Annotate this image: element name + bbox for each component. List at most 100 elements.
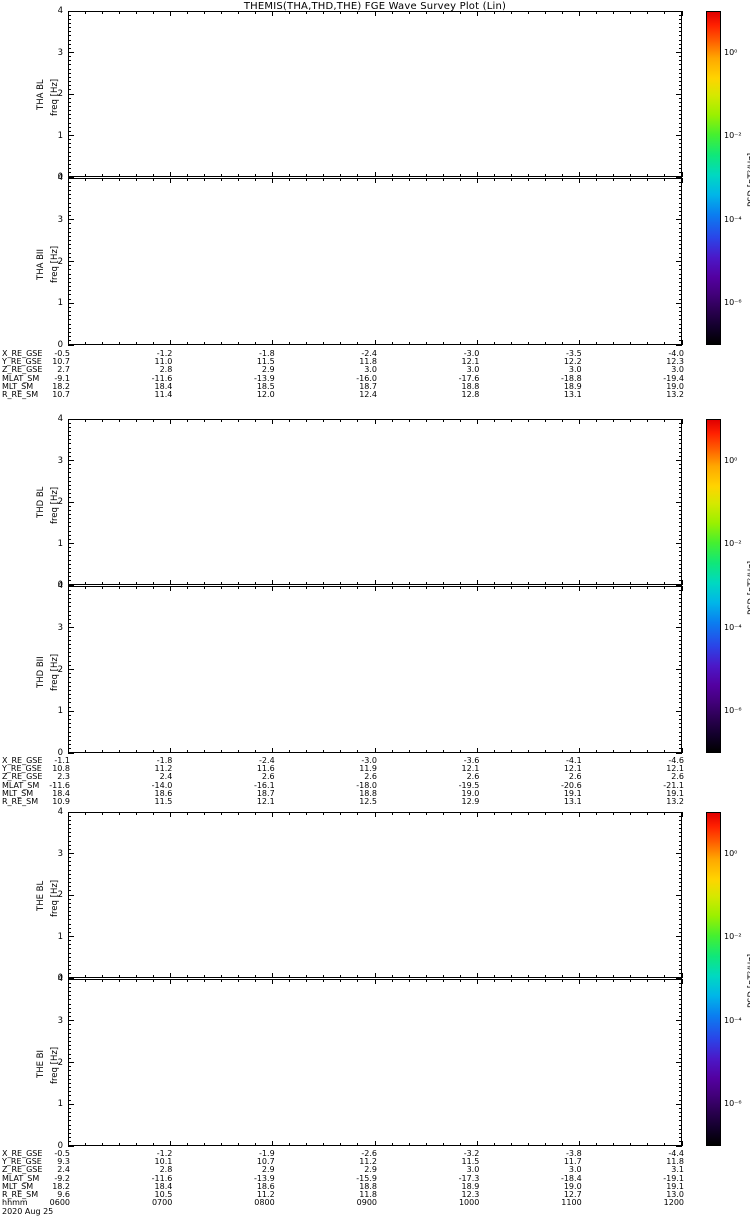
y-minor-tick <box>679 602 682 604</box>
x-minor-tick <box>408 419 410 422</box>
y-major-tick <box>68 176 74 178</box>
x-minor-tick <box>562 1143 564 1146</box>
y-minor-tick <box>68 906 71 908</box>
x-minor-tick <box>647 582 649 585</box>
annotation-value: -11.6 <box>151 1173 173 1183</box>
y-minor-tick <box>68 960 71 962</box>
x-minor-tick <box>510 750 512 753</box>
annotation-value: -17.6 <box>458 373 480 383</box>
y-tick-label: 4 <box>57 807 63 817</box>
annotation-value: 18.4 <box>154 381 173 391</box>
y-minor-tick <box>679 857 682 859</box>
x-minor-tick <box>630 812 632 815</box>
y-minor-tick <box>679 956 682 958</box>
spectrogram-panel-the-bl[interactable] <box>68 812 682 978</box>
x-minor-tick <box>84 178 86 181</box>
annotation-value: 11.5 <box>154 797 173 806</box>
x-minor-tick <box>459 812 461 815</box>
x-minor-tick <box>545 1143 547 1146</box>
y-minor-tick <box>679 172 682 174</box>
x-minor-tick <box>255 979 257 982</box>
y-minor-tick <box>679 151 682 153</box>
annotation-value: -1.2 <box>156 1149 173 1158</box>
y-minor-tick <box>68 269 71 271</box>
y-major-tick <box>68 710 74 712</box>
y-minor-tick <box>68 323 71 325</box>
y-minor-tick <box>679 227 682 229</box>
x-major-tick <box>374 340 376 345</box>
x-minor-tick <box>357 1143 359 1146</box>
annotation-value: 10.7 <box>52 390 70 399</box>
x-minor-tick <box>203 750 205 753</box>
y-minor-tick <box>679 244 682 246</box>
x-minor-tick <box>203 586 205 589</box>
y-minor-tick <box>679 1003 682 1005</box>
y-minor-tick <box>68 991 71 993</box>
y-major-tick <box>676 1145 682 1147</box>
x-minor-tick <box>391 979 393 982</box>
x-minor-tick <box>357 586 359 589</box>
x-minor-tick <box>203 979 205 982</box>
y-minor-tick <box>679 944 682 946</box>
page-title: THEMIS(THA,THD,THE) FGE Wave Survey Plot… <box>243 1 507 12</box>
y-minor-tick <box>679 1124 682 1126</box>
y-minor-tick <box>68 840 71 842</box>
y-minor-tick <box>679 81 682 83</box>
colorbar[interactable] <box>706 812 721 1146</box>
y-minor-tick <box>679 85 682 87</box>
y-minor-tick <box>679 273 682 275</box>
x-minor-tick <box>510 342 512 345</box>
x-minor-tick <box>323 419 325 422</box>
x-major-tick <box>67 172 69 177</box>
y-minor-tick <box>679 139 682 141</box>
x-minor-tick <box>391 174 393 177</box>
y-minor-tick <box>679 522 682 524</box>
x-minor-tick <box>152 174 154 177</box>
annotation-value: 2.6 <box>261 772 275 782</box>
x-minor-tick <box>613 1143 615 1146</box>
y-major-tick <box>676 936 682 937</box>
y-minor-tick <box>68 430 71 432</box>
x-minor-tick <box>203 342 205 345</box>
annotation-value: -19.4 <box>663 373 684 383</box>
x-minor-tick <box>323 174 325 177</box>
y-tick-label: 2 <box>57 1057 63 1068</box>
x-minor-tick <box>459 586 461 589</box>
x-minor-tick <box>408 174 410 177</box>
y-minor-tick <box>679 618 682 620</box>
x-minor-tick <box>391 812 393 815</box>
x-minor-tick <box>391 342 393 345</box>
y-minor-tick <box>679 27 682 29</box>
spectrogram-panel-the-bi[interactable] <box>68 979 682 1146</box>
spectrogram-panel-tha-bl[interactable] <box>68 11 682 177</box>
annotation-value: 19.0 <box>563 1181 582 1191</box>
annotation-value: -3.8 <box>566 1149 582 1158</box>
y-minor-tick <box>679 685 682 687</box>
x-minor-tick <box>186 419 188 422</box>
colorbar-tick-label: 10⁻⁶ <box>724 298 742 308</box>
y-minor-tick <box>68 956 71 958</box>
y-tick-label: 2 <box>57 890 63 900</box>
y-minor-tick <box>679 1141 682 1143</box>
colorbar[interactable] <box>706 11 721 345</box>
x-minor-tick <box>442 979 444 982</box>
x-minor-tick <box>152 419 154 422</box>
y-minor-tick <box>68 589 71 591</box>
y-minor-tick <box>679 323 682 325</box>
spectrogram-panel-thd-bl[interactable] <box>68 419 682 585</box>
x-minor-tick <box>425 342 427 345</box>
spectrogram-panel-tha-bii[interactable] <box>68 178 682 345</box>
y-minor-tick <box>679 1095 682 1097</box>
y-minor-tick <box>68 1099 71 1101</box>
y-minor-tick <box>679 235 682 237</box>
panel-y-label: THE BL <box>36 880 46 911</box>
spectrogram-panel-thd-bii[interactable] <box>68 586 682 753</box>
x-minor-tick <box>459 582 461 585</box>
y-minor-tick <box>68 281 71 283</box>
y-minor-tick <box>679 1028 682 1030</box>
y-minor-tick <box>68 319 71 321</box>
colorbar[interactable] <box>706 419 721 753</box>
x-major-tick <box>681 812 683 817</box>
x-minor-tick <box>391 419 393 422</box>
y-minor-tick <box>68 476 71 478</box>
